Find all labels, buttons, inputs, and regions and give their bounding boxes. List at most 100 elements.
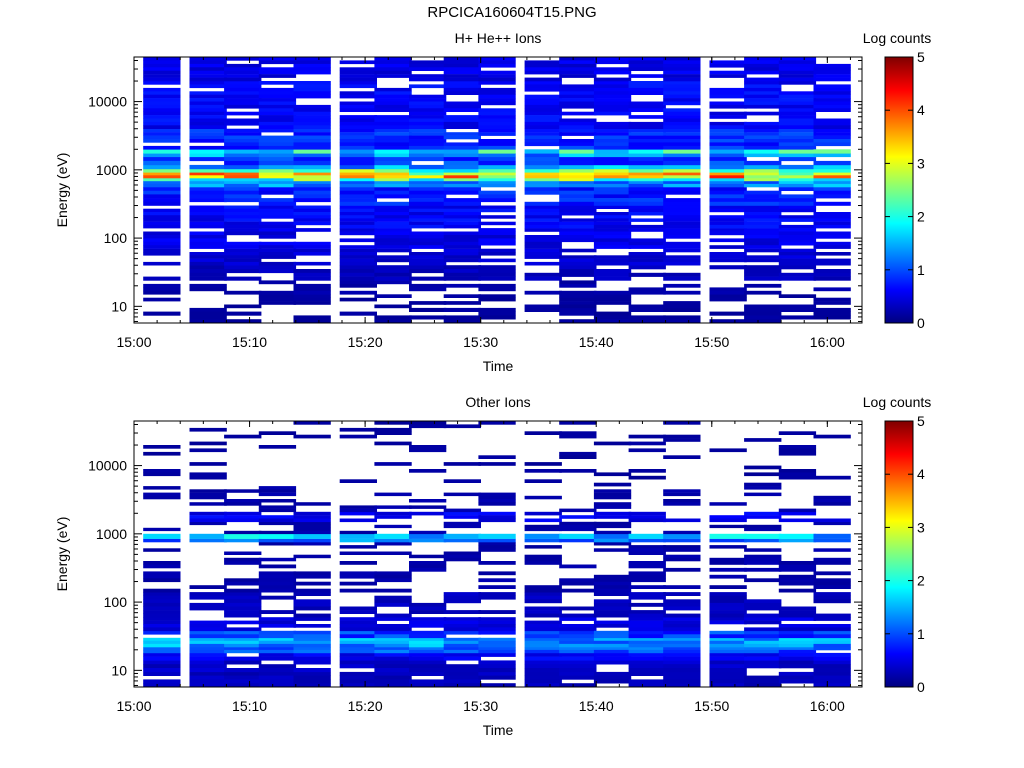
heatmap-cell <box>478 160 516 166</box>
heatmap-cell <box>258 215 297 219</box>
panel-title: H+ He++ Ions <box>455 30 542 46</box>
heatmap-cell <box>189 660 227 665</box>
heatmap-cell <box>478 208 516 213</box>
heatmap-cell <box>478 455 516 459</box>
heatmap-cell <box>258 280 297 285</box>
heatmap-cell <box>258 530 297 535</box>
heatmap-cell <box>374 91 412 95</box>
heatmap-cell <box>628 647 666 651</box>
heatmap-cell <box>524 77 562 82</box>
heatmap-cell <box>143 121 181 126</box>
heatmap-cell <box>559 91 597 95</box>
heatmap-cell <box>374 121 412 126</box>
heatmap-cell <box>478 115 516 119</box>
heatmap-cell <box>744 142 782 147</box>
heatmap-cell <box>663 538 701 543</box>
heatmap-cell <box>224 212 262 216</box>
heatmap-cell <box>409 245 447 249</box>
heatmap-cell <box>524 545 562 549</box>
heatmap-cell <box>374 63 412 68</box>
heatmap-cell <box>628 475 666 480</box>
heatmap-cell <box>339 588 377 593</box>
heatmap-cell <box>443 679 481 684</box>
heatmap-cell <box>778 649 817 654</box>
heatmap-cell <box>143 139 181 143</box>
heatmap-cell <box>258 67 297 71</box>
heatmap-cell <box>663 183 701 188</box>
heatmap-cell <box>293 521 331 526</box>
heatmap-cell <box>443 221 481 226</box>
heatmap-cell <box>559 145 597 150</box>
heatmap-cell <box>293 145 331 150</box>
heatmap-cell <box>224 91 262 95</box>
heatmap-cell <box>443 315 481 320</box>
heatmap-cell <box>778 304 817 309</box>
heatmap-cell <box>744 231 782 236</box>
heatmap-cell <box>813 668 851 673</box>
heatmap-cell <box>663 656 701 661</box>
heatmap-cell <box>709 664 747 669</box>
heatmap-cell <box>628 183 666 188</box>
heatmap-cell <box>813 172 851 176</box>
heatmap-cell <box>143 287 181 292</box>
heatmap-cell <box>293 149 331 154</box>
heatmap-cell <box>293 518 331 523</box>
heatmap-cell <box>258 235 297 239</box>
heatmap-cell <box>293 679 331 684</box>
heatmap-cell <box>143 164 181 170</box>
heatmap-cell <box>258 508 297 513</box>
heatmap-cell <box>293 175 331 179</box>
heatmap-cell <box>628 190 666 195</box>
heatmap-cell <box>744 128 782 133</box>
heatmap-cell <box>409 208 447 213</box>
heatmap-cell <box>339 74 377 78</box>
heatmap-cell <box>524 81 562 85</box>
heatmap-cell <box>524 652 562 657</box>
heatmap-cell <box>339 238 377 243</box>
heatmap-cell <box>744 649 782 654</box>
heatmap-cell <box>478 74 516 78</box>
heatmap-cell <box>813 121 851 126</box>
heatmap-cell <box>339 276 377 281</box>
heatmap-cell <box>709 228 747 232</box>
heatmap-cell <box>224 77 262 82</box>
heatmap-cell <box>374 156 412 162</box>
heatmap-cell <box>709 647 747 651</box>
heatmap-cell <box>258 180 297 185</box>
colorbar-tick-label: 4 <box>917 466 925 482</box>
heatmap-cell <box>224 595 262 600</box>
heatmap-cell <box>744 221 782 226</box>
y-axis-label: Energy (eV) <box>54 153 70 228</box>
heatmap-cell <box>293 70 331 75</box>
heatmap-cell <box>374 94 412 99</box>
heatmap-cell <box>709 201 747 206</box>
heatmap-cell <box>628 548 666 552</box>
heatmap-cell <box>443 610 481 614</box>
heatmap-cell <box>339 551 377 555</box>
heatmap-cell <box>478 311 516 316</box>
heatmap-cell <box>778 125 817 129</box>
heatmap-cell <box>559 307 597 312</box>
heatmap-cell <box>663 81 701 85</box>
heatmap-cell <box>224 172 262 176</box>
heatmap-cell <box>559 221 597 226</box>
heatmap-cell <box>293 125 331 129</box>
heatmap-cell <box>709 87 747 92</box>
heatmap-cell <box>224 530 262 535</box>
heatmap-cell <box>593 671 632 676</box>
heatmap-cell <box>293 108 331 112</box>
heatmap-cell <box>443 592 481 596</box>
heatmap-cell <box>663 98 701 102</box>
heatmap-cell <box>663 499 701 503</box>
heatmap-cell <box>709 175 747 179</box>
heatmap-cell <box>559 111 597 116</box>
heatmap-cell <box>339 115 377 119</box>
heatmap-cell <box>478 91 516 95</box>
heatmap-cell <box>224 81 262 85</box>
heatmap-cell <box>628 139 666 143</box>
heatmap-cell <box>339 228 377 232</box>
heatmap-cell <box>189 679 227 684</box>
heatmap-cell <box>559 649 597 654</box>
heatmap-cell <box>224 675 262 680</box>
heatmap-cell <box>593 294 632 298</box>
